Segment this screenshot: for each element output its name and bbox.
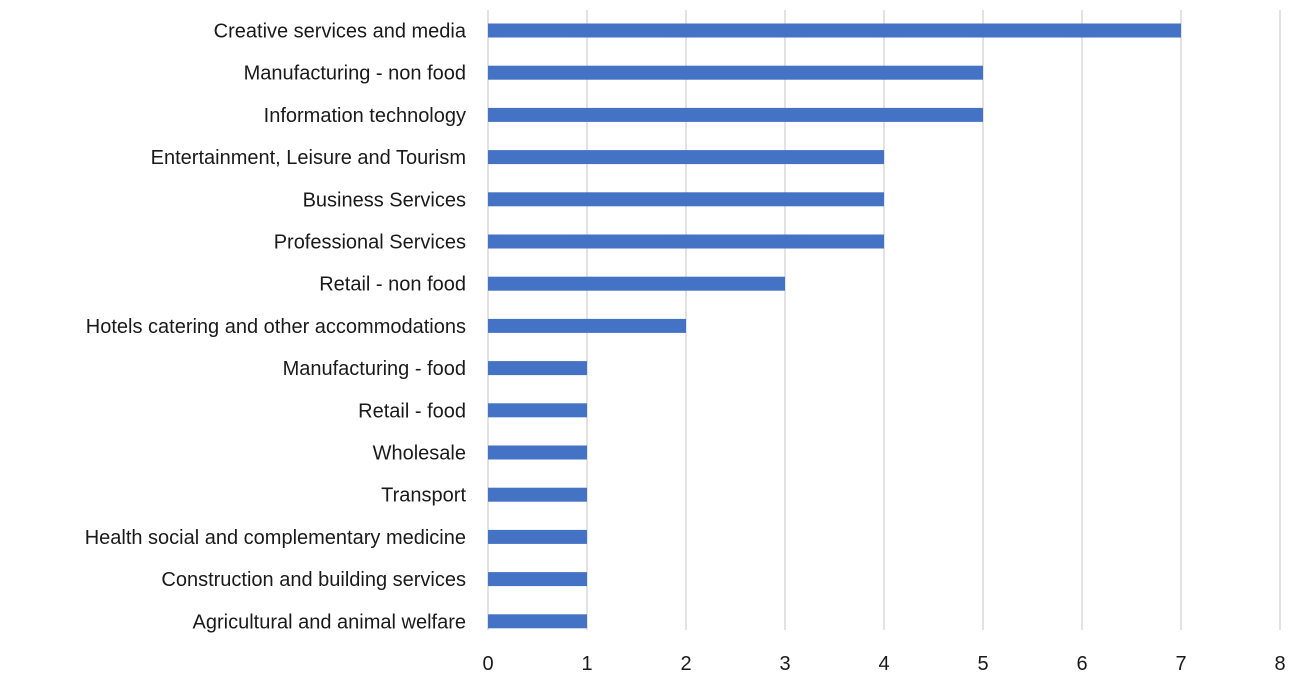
bar xyxy=(488,234,884,249)
bar xyxy=(488,107,983,122)
category-label: Health social and complementary medicine xyxy=(85,527,466,549)
x-tick-label: 3 xyxy=(779,653,790,675)
bar xyxy=(488,445,587,460)
x-tick-label: 7 xyxy=(1175,653,1186,675)
category-label: Information technology xyxy=(264,105,466,127)
bar xyxy=(488,403,587,418)
category-label: Entertainment, Leisure and Tourism xyxy=(151,147,466,169)
category-label: Retail - non food xyxy=(319,274,466,296)
x-tick-label: 8 xyxy=(1274,653,1285,675)
bar xyxy=(488,65,983,80)
bar xyxy=(488,361,587,376)
bar xyxy=(488,572,587,587)
x-tick-label: 0 xyxy=(482,653,493,675)
x-tick-label: 2 xyxy=(680,653,691,675)
category-label: Retail - food xyxy=(358,400,466,422)
bars xyxy=(488,23,1181,629)
bar xyxy=(488,487,587,502)
bar xyxy=(488,192,884,207)
x-tick-label: 1 xyxy=(581,653,592,675)
bar xyxy=(488,150,884,165)
category-label: Creative services and media xyxy=(214,21,467,43)
bar xyxy=(488,529,587,544)
category-label: Transport xyxy=(381,485,466,507)
category-label: Agricultural and animal welfare xyxy=(193,611,466,633)
category-label: Professional Services xyxy=(274,232,466,254)
x-tick-label: 5 xyxy=(977,653,988,675)
category-label: Manufacturing - food xyxy=(283,358,466,380)
bar xyxy=(488,318,686,333)
x-tick-label: 4 xyxy=(878,653,889,675)
category-label: Construction and building services xyxy=(161,569,466,591)
category-label: Manufacturing - non food xyxy=(244,63,466,85)
category-label: Wholesale xyxy=(373,443,466,465)
category-label: Business Services xyxy=(303,189,466,211)
bar xyxy=(488,614,587,629)
x-tick-labels: 0 1 2 3 4 5 6 7 8 xyxy=(482,653,1285,675)
category-labels: Creative services and media Manufacturing… xyxy=(85,21,467,634)
category-label: Hotels catering and other accommodations xyxy=(86,316,466,338)
bar xyxy=(488,23,1181,38)
bar xyxy=(488,276,785,291)
x-tick-label: 6 xyxy=(1076,653,1087,675)
